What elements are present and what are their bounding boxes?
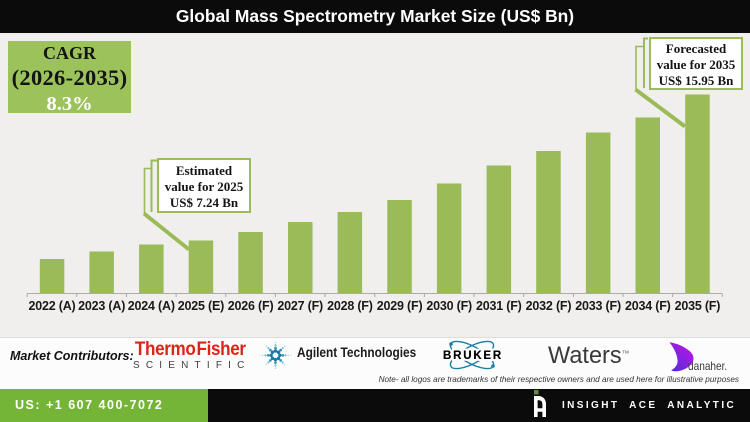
svg-text:BRUKER: BRUKER (443, 350, 503, 362)
svg-text:BRUKER: BRUKER (443, 350, 503, 362)
